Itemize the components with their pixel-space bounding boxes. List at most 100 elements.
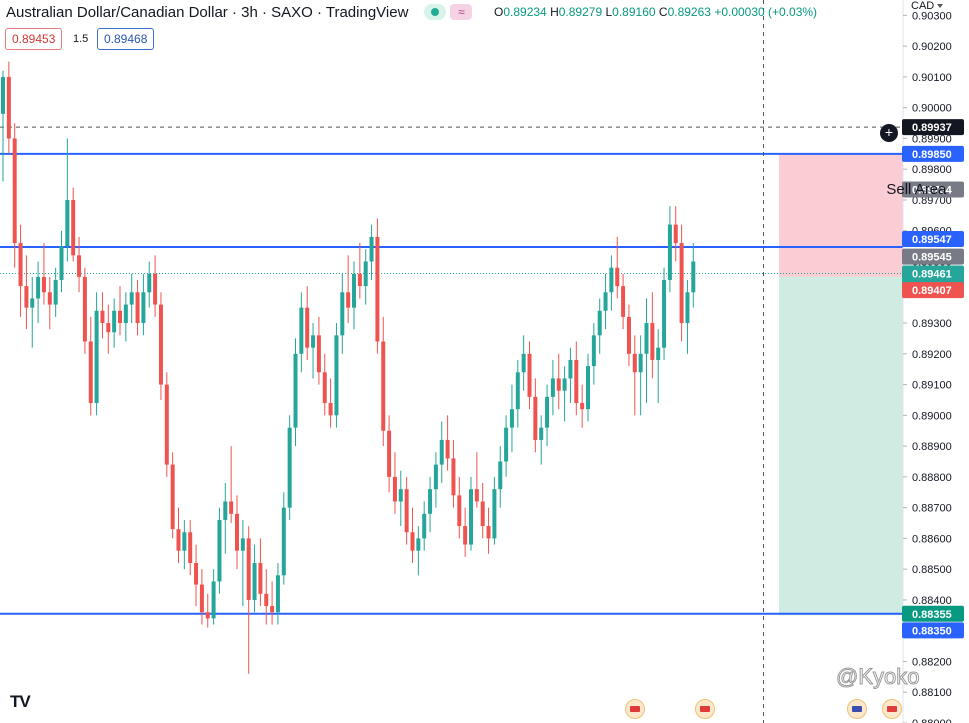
candle-body bbox=[445, 439, 450, 459]
candle-body bbox=[387, 430, 392, 477]
price-tick-label: 0.89000 bbox=[912, 410, 952, 422]
candle bbox=[158, 292, 163, 400]
candle bbox=[346, 255, 351, 324]
market-status-icon[interactable] bbox=[424, 4, 447, 20]
canada-flag-icon[interactable] bbox=[695, 699, 715, 719]
price-tick-label: 0.88500 bbox=[912, 564, 952, 576]
price-tick-label: 0.88200 bbox=[912, 656, 952, 668]
candle-body bbox=[626, 316, 631, 354]
price-tick-label: 0.88600 bbox=[912, 533, 952, 545]
candle-body bbox=[24, 286, 29, 308]
price-axis-label-text: 0.89545 bbox=[912, 252, 952, 264]
candle-body bbox=[123, 304, 128, 324]
ohlc-readout: O0.89234 H0.89279 L0.89160 C0.89263 +0.0… bbox=[494, 5, 818, 19]
candle-body bbox=[363, 261, 368, 287]
price-axis-label: 0.89850 bbox=[902, 145, 964, 162]
candle-body bbox=[281, 507, 286, 576]
candle bbox=[77, 236, 82, 293]
australia-flag-icon[interactable] bbox=[847, 699, 868, 719]
candle-body bbox=[94, 310, 99, 404]
candle bbox=[527, 341, 532, 410]
candle-body bbox=[176, 529, 181, 551]
candle bbox=[550, 359, 555, 416]
canada-flag-icon[interactable] bbox=[624, 699, 645, 719]
price-axis-label-bg bbox=[902, 181, 964, 198]
candle-body bbox=[305, 307, 310, 348]
axis-currency-selector[interactable]: CAD bbox=[911, 0, 944, 12]
candle-body bbox=[287, 427, 292, 508]
candle bbox=[398, 470, 403, 527]
wave-indicator-icon[interactable]: ≈ bbox=[450, 4, 473, 20]
candle-body bbox=[410, 532, 415, 551]
candle-body bbox=[258, 563, 263, 594]
canada-flag-icon[interactable] bbox=[882, 699, 903, 719]
candle bbox=[270, 581, 275, 625]
price-tick-label: 0.89700 bbox=[912, 195, 952, 207]
candle-body bbox=[188, 532, 193, 564]
candle-body bbox=[147, 273, 152, 293]
candle-body bbox=[164, 384, 169, 465]
candle bbox=[240, 519, 245, 607]
candle bbox=[182, 519, 187, 570]
price-levels bbox=[0, 126, 903, 615]
price-axis-label: 0.89545 bbox=[902, 248, 964, 265]
candle bbox=[30, 276, 35, 348]
candle-body bbox=[106, 323, 111, 333]
candle-body bbox=[422, 513, 427, 539]
price-tick-label: 0.89100 bbox=[912, 380, 952, 392]
price-axis-label-text: 0.89937 bbox=[912, 122, 952, 134]
price-axis-label: 0.89734 bbox=[902, 181, 964, 198]
candle bbox=[375, 218, 380, 354]
candle-body bbox=[340, 292, 345, 336]
candle bbox=[311, 323, 316, 379]
candle-body bbox=[153, 273, 158, 305]
author-watermark: @Kyoko bbox=[835, 664, 920, 690]
candle bbox=[422, 501, 427, 551]
candle-body bbox=[492, 489, 497, 539]
candle-body bbox=[609, 267, 614, 293]
candle-body bbox=[369, 236, 374, 262]
candle bbox=[112, 298, 117, 348]
candle bbox=[135, 279, 140, 336]
candle bbox=[673, 206, 678, 262]
price-axis-label-bg bbox=[902, 605, 964, 622]
candle bbox=[53, 267, 58, 317]
candle-body bbox=[574, 359, 579, 404]
candle bbox=[328, 378, 333, 428]
price-axis-label-text: 0.88355 bbox=[912, 609, 952, 621]
candle bbox=[638, 335, 643, 416]
candle bbox=[316, 316, 321, 385]
candle-body bbox=[591, 335, 596, 367]
candle bbox=[12, 123, 17, 268]
candle bbox=[480, 483, 485, 539]
candle bbox=[94, 292, 99, 416]
candle-body bbox=[30, 298, 35, 308]
candle bbox=[691, 243, 696, 308]
candle-body bbox=[556, 378, 561, 391]
tradingview-logo[interactable]: TV bbox=[10, 692, 31, 711]
candle bbox=[287, 415, 292, 520]
candle bbox=[88, 316, 93, 416]
candle-body bbox=[515, 372, 520, 410]
symbol-title[interactable]: Australian Dollar/Canadian Dollar · 3h ·… bbox=[6, 3, 409, 21]
buy-price-button[interactable]: 0.89468 bbox=[97, 28, 155, 50]
sell-price-button[interactable]: 0.89453 bbox=[5, 28, 63, 50]
candle-body bbox=[597, 310, 602, 336]
candle-body bbox=[211, 581, 216, 619]
candle-body bbox=[392, 476, 397, 502]
candle-body bbox=[71, 199, 76, 256]
candle bbox=[36, 261, 41, 324]
price-tick-label: 0.88700 bbox=[912, 503, 952, 515]
price-axis-label-bg bbox=[902, 119, 964, 136]
candle-body bbox=[685, 292, 690, 324]
candle bbox=[47, 276, 52, 330]
candle bbox=[293, 338, 298, 447]
candle-body bbox=[112, 310, 117, 333]
candle bbox=[621, 273, 626, 330]
candle bbox=[428, 476, 433, 533]
candle-body bbox=[53, 279, 58, 305]
candle bbox=[539, 415, 544, 465]
candle-body bbox=[638, 353, 643, 373]
add-alert-plus-icon[interactable]: + bbox=[880, 124, 898, 142]
